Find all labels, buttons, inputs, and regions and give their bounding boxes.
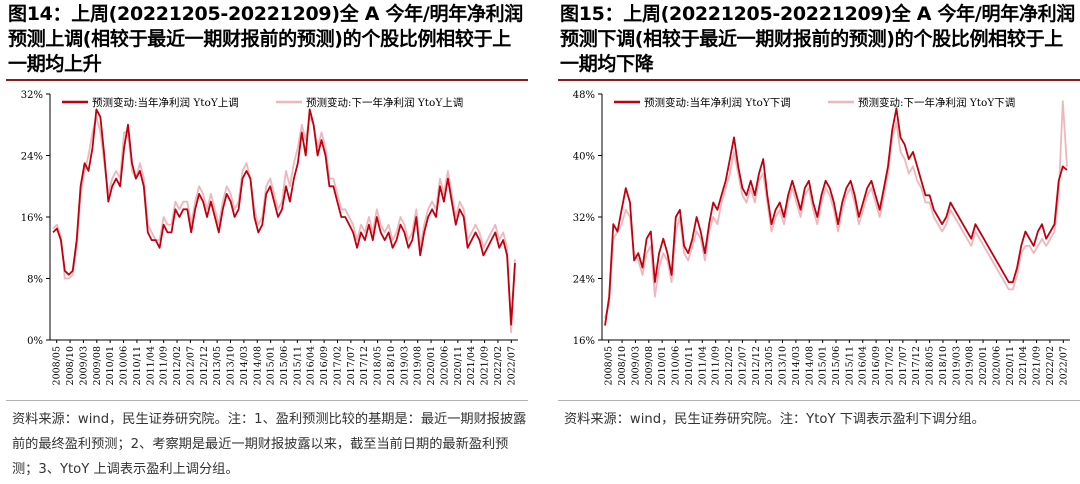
x-tick-label: 2017/07 bbox=[346, 346, 357, 385]
x-tick-label: 2018/10 bbox=[386, 346, 397, 385]
x-tick-label: 2022/07 bbox=[506, 346, 517, 385]
x-tick-label: 2019/03 bbox=[951, 346, 962, 385]
x-tick-label: 2012/07 bbox=[737, 346, 748, 385]
x-tick-label: 2010/06 bbox=[671, 346, 682, 385]
x-tick-label: 2015/06 bbox=[831, 346, 842, 385]
x-tick-label: 2018/05 bbox=[925, 346, 936, 385]
series-line-current-year bbox=[604, 107, 1068, 326]
y-tick-label: 40% bbox=[573, 152, 595, 163]
x-tick-label: 2011/09 bbox=[159, 346, 170, 385]
x-tick-label: 2016/09 bbox=[871, 346, 882, 385]
legend-label-current-year: 预测变动:当年净利润 YtoY下调 bbox=[644, 96, 791, 109]
x-tick-label: 2022/02 bbox=[1045, 346, 1056, 385]
x-tick-label: 2021/09 bbox=[1032, 346, 1043, 385]
x-tick-label: 2017/12 bbox=[359, 346, 370, 385]
x-tick-label: 2019/08 bbox=[413, 346, 424, 385]
source-note: 资料来源：wind，民生证券研究院。注：YtoY 下调表示盈利下调分组。 bbox=[564, 412, 985, 427]
x-tick-label: 2018/05 bbox=[373, 346, 384, 385]
y-tick-label: 24% bbox=[21, 152, 43, 163]
chart-title: 图15：上周(20221205-20221209)全 A 今年/明年净利润预测下… bbox=[560, 3, 1075, 75]
x-tick-label: 2011/04 bbox=[145, 346, 156, 385]
x-tick-label: 2012/02 bbox=[172, 346, 183, 385]
x-tick-label: 2012/02 bbox=[724, 346, 735, 385]
legend-label-next-year: 预测变动:下一年净利润 YtoY上调 bbox=[306, 96, 463, 109]
x-tick-label: 2014/08 bbox=[252, 346, 263, 385]
x-tick-label: 2016/04 bbox=[858, 346, 869, 385]
x-tick-label: 2010/01 bbox=[105, 346, 116, 385]
line-chart-upgrade: 0% 8% 16% 24% 32% 2008/05 2008/10 2009/03 2009/0… bbox=[21, 90, 518, 385]
x-tick-label: 2012/12 bbox=[199, 346, 210, 385]
source-note: 资料来源：wind，民生证券研究院。注：1、盈利预测比较的基期是：最近一期财报披… bbox=[12, 412, 527, 477]
y-tick-label: 24% bbox=[573, 275, 595, 286]
x-tick-label: 2014/03 bbox=[239, 346, 250, 385]
x-tick-label: 2020/06 bbox=[439, 346, 450, 385]
x-tick-label: 2014/08 bbox=[804, 346, 815, 385]
chart-panel-14: 图14：上周(20221205-20221209)全 A 今年/明年净利润预测上… bbox=[2, 0, 532, 484]
x-tick-label: 2010/06 bbox=[119, 346, 130, 385]
chart-title: 图14：上周(20221205-20221209)全 A 今年/明年净利润预测上… bbox=[8, 3, 523, 75]
x-tick-label: 2015/06 bbox=[279, 346, 290, 385]
x-tick-label: 2022/02 bbox=[493, 346, 504, 385]
x-tick-label: 2015/01 bbox=[266, 346, 277, 385]
y-tick-label: 32% bbox=[21, 90, 43, 101]
x-tick-label: 2013/10 bbox=[226, 346, 237, 385]
legend-label-current-year: 预测变动:当年净利润 YtoY上调 bbox=[92, 96, 239, 109]
x-tick-label: 2019/03 bbox=[399, 346, 410, 385]
x-tick-label: 2020/01 bbox=[978, 346, 989, 385]
x-tick-label: 2015/11 bbox=[844, 346, 855, 385]
x-tick-label: 2020/11 bbox=[453, 346, 464, 385]
x-tick-label: 2009/08 bbox=[92, 346, 103, 385]
x-tick-label: 2012/12 bbox=[751, 346, 762, 385]
x-tick-label: 2010/01 bbox=[657, 346, 668, 385]
x-tick-label: 2019/08 bbox=[965, 346, 976, 385]
x-tick-label: 2021/04 bbox=[1018, 346, 1029, 385]
y-tick-label: 0% bbox=[27, 336, 43, 347]
y-tick-label: 48% bbox=[573, 90, 595, 101]
x-tick-label: 2011/04 bbox=[697, 346, 708, 385]
x-tick-label: 2013/10 bbox=[778, 346, 789, 385]
x-tick-label: 2013/05 bbox=[764, 346, 775, 385]
chart-panel-15: 图15：上周(20221205-20221209)全 A 今年/明年净利润预测下… bbox=[554, 0, 1080, 484]
series-line-next-year bbox=[52, 116, 516, 334]
x-tick-label: 2017/02 bbox=[332, 346, 343, 385]
source-divider bbox=[6, 400, 528, 401]
x-tick-label: 2014/03 bbox=[791, 346, 802, 385]
x-tick-label: 2018/10 bbox=[938, 346, 949, 385]
y-tick-label: 16% bbox=[21, 213, 43, 224]
x-tick-label: 2011/09 bbox=[711, 346, 722, 385]
x-tick-label: 2021/09 bbox=[480, 346, 491, 385]
x-tick-label: 2017/12 bbox=[911, 346, 922, 385]
legend-label-next-year: 预测变动:下一年净利润 YtoY下调 bbox=[858, 96, 1015, 109]
x-tick-label: 2010/11 bbox=[132, 346, 143, 385]
title-divider bbox=[6, 79, 528, 81]
line-chart-downgrade: 16% 24% 32% 40% 48% 2008/05 2008/10 2009/03 2009… bbox=[573, 90, 1070, 385]
x-tick-label: 2015/01 bbox=[818, 346, 829, 385]
series-line-current-year bbox=[52, 108, 516, 326]
x-tick-label: 2015/11 bbox=[292, 346, 303, 385]
x-tick-label: 2020/01 bbox=[426, 346, 437, 385]
x-tick-label: 2008/10 bbox=[617, 346, 628, 385]
x-tick-label: 2009/03 bbox=[78, 346, 89, 385]
x-tick-label: 2010/11 bbox=[684, 346, 695, 385]
x-tick-label: 2021/04 bbox=[466, 346, 477, 385]
x-tick-label: 2017/07 bbox=[898, 346, 909, 385]
x-tick-label: 2009/08 bbox=[644, 346, 655, 385]
x-tick-label: 2013/05 bbox=[212, 346, 223, 385]
x-tick-label: 2022/07 bbox=[1058, 346, 1069, 385]
x-tick-label: 2016/04 bbox=[306, 346, 317, 385]
x-tick-label: 2012/07 bbox=[185, 346, 196, 385]
y-tick-label: 16% bbox=[573, 336, 595, 347]
x-tick-label: 2008/10 bbox=[65, 346, 76, 385]
x-tick-label: 2008/05 bbox=[604, 346, 615, 385]
title-divider bbox=[558, 79, 1080, 81]
x-tick-label: 2020/06 bbox=[991, 346, 1002, 385]
x-tick-label: 2020/11 bbox=[1005, 346, 1016, 385]
x-tick-label: 2009/03 bbox=[630, 346, 641, 385]
y-tick-label: 32% bbox=[573, 213, 595, 224]
x-tick-label: 2016/09 bbox=[319, 346, 330, 385]
x-tick-label: 2017/02 bbox=[884, 346, 895, 385]
x-tick-label: 2008/05 bbox=[52, 346, 63, 385]
y-tick-label: 8% bbox=[27, 275, 43, 286]
source-divider bbox=[558, 400, 1080, 401]
